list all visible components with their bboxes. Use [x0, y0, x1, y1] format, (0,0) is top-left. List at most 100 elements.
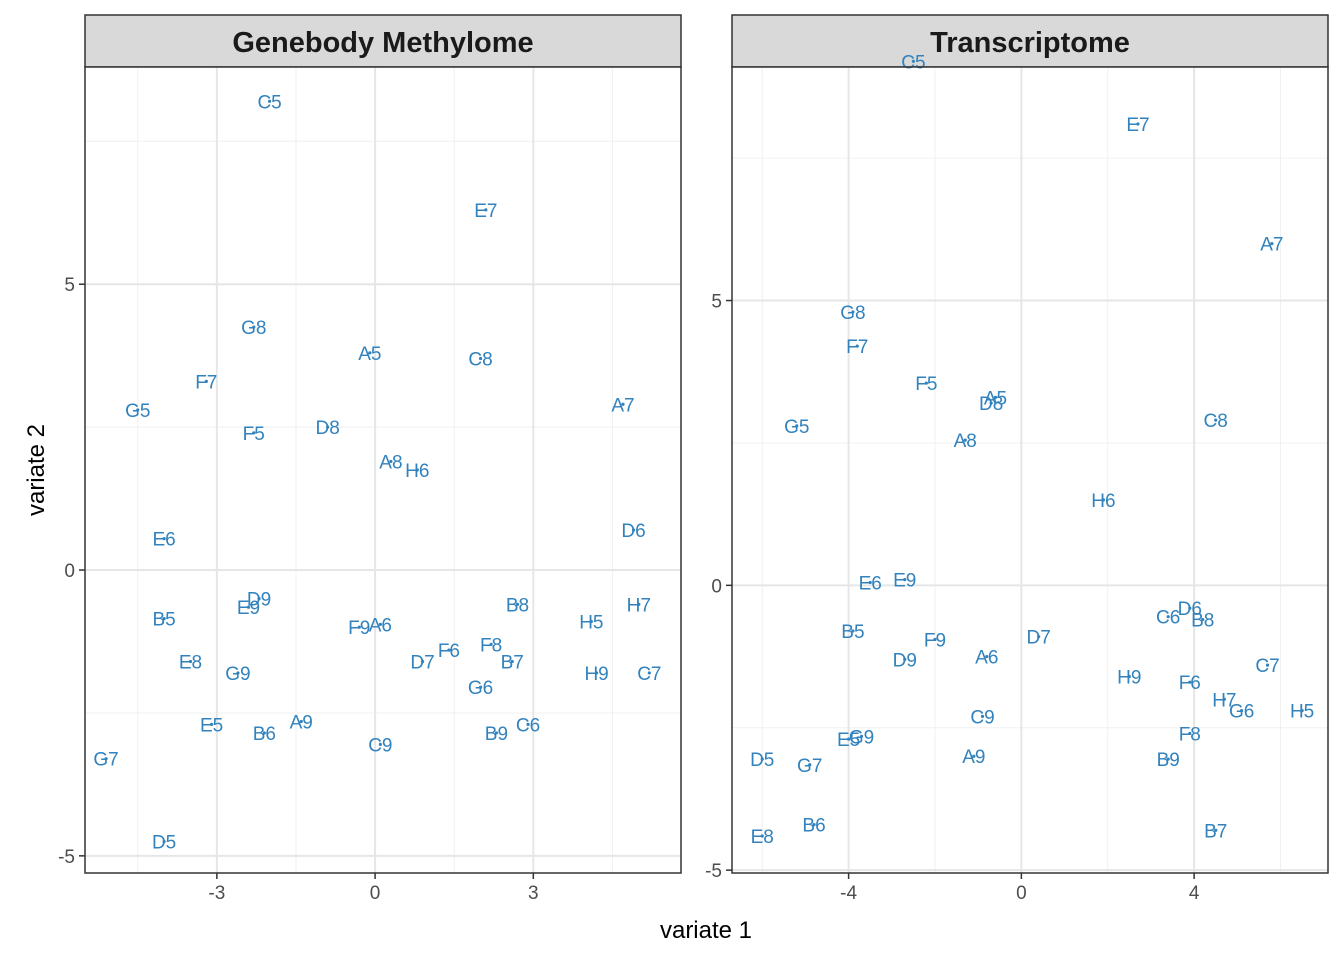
- point-label: D5: [152, 833, 176, 854]
- data-point: [252, 325, 256, 329]
- point-label: G5: [125, 401, 150, 422]
- point-label: G9: [849, 727, 874, 748]
- data-point: [812, 822, 816, 827]
- data-point: [903, 578, 907, 582]
- data-point: [478, 356, 483, 361]
- point-label: B6: [802, 816, 825, 837]
- point-label: B7: [501, 652, 524, 673]
- point-label: A7: [1260, 235, 1283, 256]
- point-label: F6: [1179, 673, 1201, 694]
- strip-background: [84, 14, 682, 68]
- data-point: [1101, 498, 1106, 502]
- point-label: C6: [1156, 608, 1180, 629]
- panel-genebody-methylome: Genebody Methylome C5 E7 G8 A5 C8 F7 A7 G5 F5 D8 A…: [58, 14, 682, 904]
- data-point: [162, 536, 166, 541]
- panel-title: Genebody Methylome: [232, 27, 533, 59]
- point-label: G8: [840, 303, 865, 324]
- x-axis-title: variate 1: [660, 917, 752, 944]
- data-point: [1201, 617, 1205, 622]
- axis-ticks: -4 0 4 -5 0 5: [705, 292, 1200, 904]
- data-point: [1188, 606, 1192, 610]
- data-point: [378, 742, 382, 746]
- point-label: D8: [979, 394, 1003, 415]
- data-point: [631, 528, 636, 532]
- point-label: H6: [1091, 491, 1115, 512]
- data-point: [188, 659, 193, 664]
- data-point: [637, 602, 641, 606]
- point-label: H6: [405, 461, 429, 482]
- data-point: [1265, 663, 1270, 667]
- point-label: A5: [984, 388, 1007, 409]
- data-point: [647, 671, 651, 675]
- point-label: C7: [1255, 656, 1279, 677]
- data-point: [389, 459, 393, 464]
- data-point: [851, 310, 855, 314]
- data-point: [368, 351, 372, 355]
- point-label: C8: [468, 350, 492, 371]
- point-label: B8: [506, 595, 529, 616]
- point-label: A6: [369, 615, 392, 636]
- data-point: [868, 580, 872, 585]
- data-point: [589, 619, 593, 624]
- data-point: [262, 731, 266, 735]
- point-label: A6: [975, 648, 998, 669]
- data-point: [1188, 731, 1192, 736]
- y-axis-title: variate 2: [23, 424, 50, 516]
- data-point: [1240, 709, 1244, 713]
- data-point: [933, 637, 937, 642]
- data-point: [526, 722, 530, 726]
- data-point: [851, 629, 855, 633]
- data-point: [515, 602, 520, 606]
- data-point: [760, 834, 764, 838]
- data-point: [1270, 241, 1274, 246]
- data-point: [595, 671, 599, 675]
- point-label: A7: [611, 395, 634, 416]
- point-label: C9: [970, 707, 994, 728]
- point-label: E8: [751, 827, 774, 848]
- point-label: B6: [253, 724, 276, 745]
- data-point: [252, 431, 256, 435]
- data-point: [847, 737, 851, 741]
- y-tick-label: 5: [64, 275, 75, 296]
- data-point: [257, 597, 261, 601]
- data-point: [1214, 828, 1218, 832]
- data-point: [447, 648, 451, 652]
- point-label: B9: [485, 724, 508, 745]
- point-label: F5: [243, 424, 265, 445]
- point-label: F7: [195, 372, 217, 393]
- data-point: [911, 59, 915, 63]
- data-point: [963, 438, 967, 442]
- data-point: [980, 714, 985, 718]
- point-label: D9: [893, 650, 917, 671]
- point-label: D8: [315, 418, 339, 439]
- point-label: E5: [200, 715, 223, 736]
- x-tick-label: 3: [528, 883, 539, 904]
- point-label: G8: [241, 318, 266, 339]
- point-label: F8: [1179, 724, 1201, 745]
- point-label: H9: [584, 664, 608, 685]
- data-point: [236, 671, 240, 675]
- data-point: [489, 642, 493, 646]
- point-label: A9: [962, 747, 985, 768]
- x-tick-label: 0: [1016, 883, 1027, 904]
- y-tick-label: 5: [711, 292, 722, 313]
- point-label: H7: [627, 595, 651, 616]
- y-tick-label: 0: [711, 576, 722, 597]
- point-label: B5: [841, 622, 864, 643]
- data-point: [1166, 615, 1170, 619]
- data-point: [1300, 709, 1304, 713]
- y-tick-label: -5: [58, 847, 75, 868]
- data-point: [136, 408, 140, 412]
- point-label: F7: [846, 337, 868, 358]
- point-label: A8: [379, 452, 402, 473]
- point-label: H7: [1212, 690, 1236, 711]
- data-point: [162, 617, 166, 621]
- point-label: D6: [1178, 599, 1202, 620]
- point-label: B5: [152, 610, 175, 631]
- data-point: [985, 654, 989, 659]
- data-point: [855, 344, 859, 348]
- point-label: A8: [954, 431, 977, 452]
- data-point: [903, 657, 907, 661]
